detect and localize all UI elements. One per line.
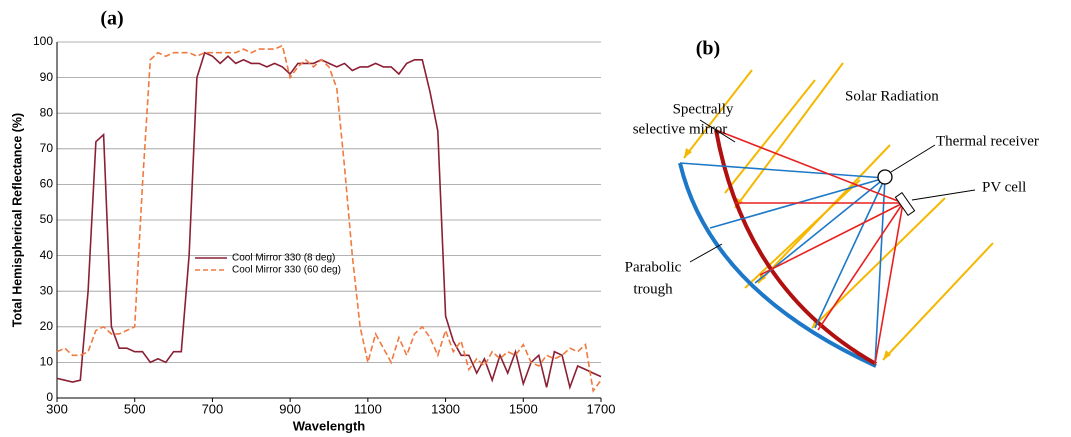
trough-label: trough <box>633 281 673 297</box>
diagram-title: (b) <box>696 38 720 60</box>
diagram: (b) Spectrally se <box>625 38 1039 368</box>
pv-label: PV cell <box>982 179 1026 195</box>
mirror-label: Spectrally <box>673 101 734 117</box>
data-line <box>56 51 602 391</box>
y-tick-label: 70 <box>40 141 54 155</box>
trough-label: Parabolic <box>625 259 682 275</box>
chart-title: (a) <box>100 8 123 30</box>
x-tick-label: 900 <box>279 401 301 416</box>
x-tick-label: 1500 <box>509 401 538 416</box>
legend-label: Cool Mirror 330 (60 deg) <box>232 265 341 276</box>
x-tick-label: 500 <box>124 401 146 416</box>
x-tick-label: 1300 <box>431 401 460 416</box>
data-line <box>56 44 602 393</box>
pv-cell <box>894 191 916 217</box>
radiation-label: Solar Radiation <box>845 88 939 104</box>
receiver-label: Thermal receiver <box>936 133 1039 149</box>
parabolic-trough <box>678 162 877 368</box>
x-axis-label: Wavelength <box>293 418 366 433</box>
y-tick-label: 20 <box>40 319 54 333</box>
x-tick-label: 1700 <box>587 401 616 416</box>
thermal-receiver <box>877 169 893 185</box>
reflected-rays-red <box>715 129 904 365</box>
y-tick-label: 10 <box>40 355 54 369</box>
selective-mirror <box>714 129 877 366</box>
y-tick-label: 100 <box>33 34 53 48</box>
y-axis-label: Total Hemispherical Reflectance (%) <box>10 113 24 327</box>
y-tick-label: 0 <box>46 390 53 404</box>
y-tick-label: 30 <box>40 283 54 297</box>
y-tick-label: 40 <box>40 248 54 262</box>
x-tick-label: 300 <box>46 401 68 416</box>
x-tick-label: 1100 <box>354 401 382 416</box>
y-tick-label: 60 <box>40 177 54 191</box>
arrow-heads <box>684 148 891 360</box>
legend-label: Cool Mirror 330 (8 deg) <box>232 253 335 264</box>
leader-lines <box>689 119 976 263</box>
mirror-label: selective mirror <box>633 121 728 137</box>
y-tick-label: 90 <box>40 70 54 84</box>
solar-rays <box>683 62 994 361</box>
x-tick-label: 700 <box>202 401 224 416</box>
y-tick-label: 50 <box>40 212 54 226</box>
y-tick-label: 80 <box>40 105 54 119</box>
